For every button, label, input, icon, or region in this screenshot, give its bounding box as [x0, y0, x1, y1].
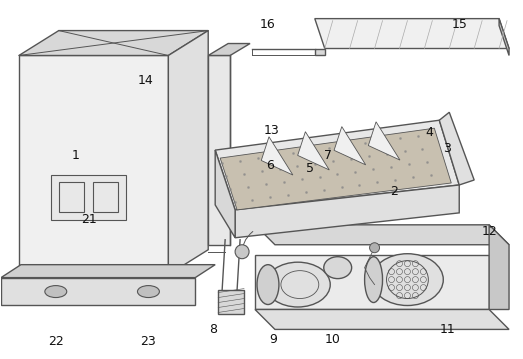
Text: 15: 15: [451, 18, 467, 31]
Ellipse shape: [257, 265, 279, 304]
Circle shape: [235, 245, 249, 259]
Text: 22: 22: [48, 335, 64, 348]
Polygon shape: [1, 265, 215, 278]
Text: 1: 1: [72, 149, 79, 162]
Text: 13: 13: [264, 124, 280, 137]
Ellipse shape: [324, 257, 351, 279]
Polygon shape: [298, 132, 329, 170]
Text: 4: 4: [425, 126, 433, 139]
Bar: [93, 182, 118, 212]
Text: 5: 5: [306, 162, 314, 174]
Polygon shape: [235, 185, 459, 238]
Ellipse shape: [365, 257, 382, 303]
Polygon shape: [439, 112, 474, 185]
Polygon shape: [220, 128, 451, 210]
Text: 2: 2: [391, 186, 399, 199]
Polygon shape: [255, 255, 489, 309]
Polygon shape: [499, 19, 509, 56]
Text: 21: 21: [81, 213, 97, 226]
Polygon shape: [315, 48, 325, 56]
Polygon shape: [262, 137, 293, 175]
Text: 11: 11: [439, 323, 455, 336]
Polygon shape: [168, 31, 208, 275]
Bar: [59, 182, 84, 212]
Polygon shape: [255, 309, 509, 330]
Polygon shape: [208, 43, 250, 56]
Polygon shape: [334, 127, 366, 165]
Text: 9: 9: [269, 333, 277, 346]
Text: 3: 3: [444, 141, 451, 155]
Bar: [51, 175, 126, 220]
Polygon shape: [489, 225, 509, 309]
Ellipse shape: [371, 254, 444, 306]
Polygon shape: [215, 120, 459, 210]
Ellipse shape: [138, 286, 160, 298]
Circle shape: [370, 243, 380, 253]
Text: 23: 23: [141, 335, 156, 348]
Polygon shape: [218, 290, 244, 314]
Text: 12: 12: [481, 225, 497, 238]
Text: 16: 16: [260, 18, 276, 31]
Polygon shape: [19, 31, 208, 56]
Text: 10: 10: [325, 333, 340, 346]
Polygon shape: [255, 225, 509, 245]
Text: 6: 6: [266, 159, 274, 172]
Ellipse shape: [266, 262, 330, 307]
Polygon shape: [215, 150, 235, 238]
Text: 8: 8: [209, 323, 217, 336]
Text: 14: 14: [138, 74, 153, 87]
Ellipse shape: [45, 286, 67, 298]
Text: 7: 7: [324, 149, 332, 162]
Polygon shape: [19, 56, 168, 275]
Polygon shape: [315, 19, 509, 48]
Polygon shape: [1, 278, 195, 304]
Polygon shape: [368, 122, 400, 160]
Polygon shape: [208, 56, 230, 245]
